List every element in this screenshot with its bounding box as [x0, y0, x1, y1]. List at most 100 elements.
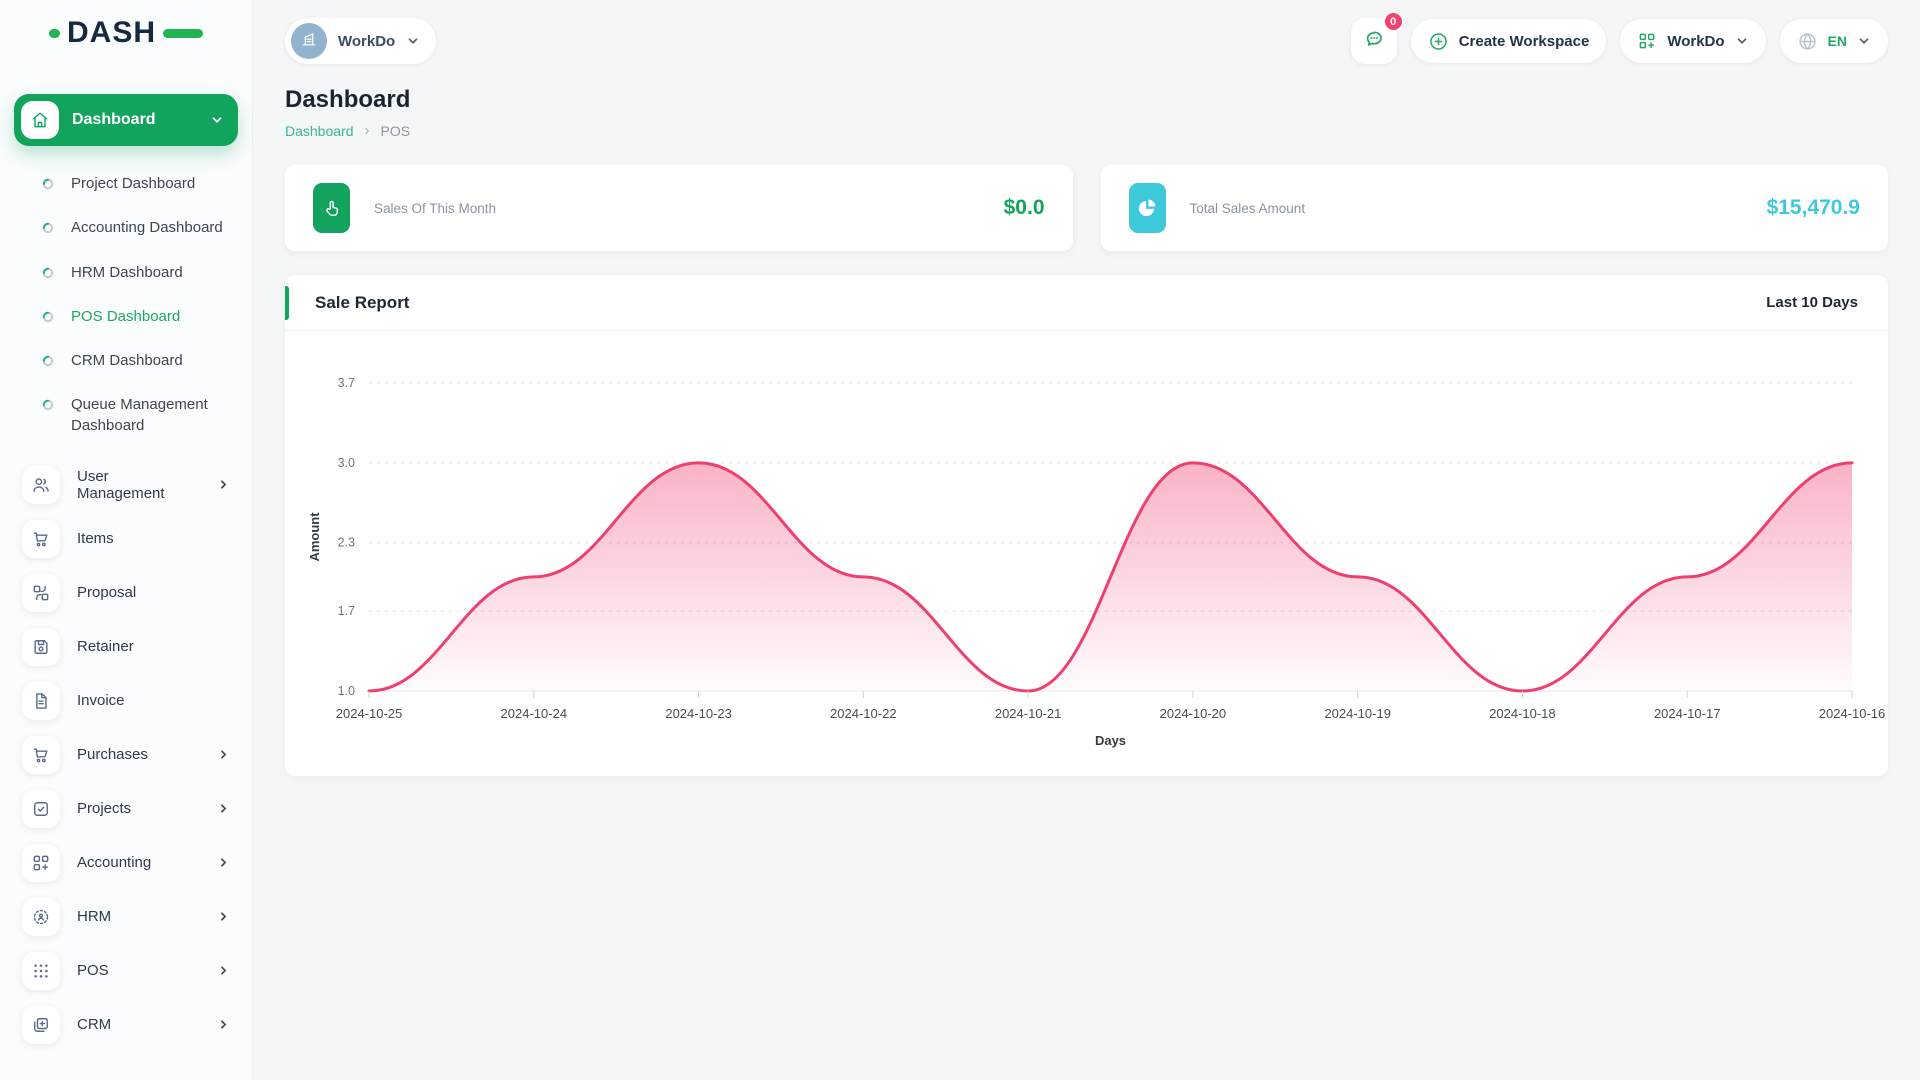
workdo-menu-button[interactable]: WorkDo	[1620, 19, 1766, 63]
sidebar-subitem-label: HRM Dashboard	[71, 263, 183, 281]
sidebar-item[interactable]: Accounting	[16, 836, 236, 890]
language-selector[interactable]: EN	[1779, 19, 1888, 63]
messages-badge: 0	[1382, 11, 1404, 32]
bullet-ring-icon	[42, 354, 54, 371]
stat-label: Total Sales Amount	[1189, 200, 1306, 216]
purchases-icon	[22, 735, 60, 774]
bullet-ring-icon	[42, 310, 54, 327]
sale-report-card: Sale Report Last 10 Days 3.7 3.0 2.3 1.7 1.0…	[285, 275, 1888, 776]
page-title: Dashboard	[285, 86, 411, 113]
stats-row: Sales Of This Month $0.0 Total Sales Amo…	[285, 165, 1888, 251]
svg-text:3.0: 3.0	[338, 456, 355, 470]
app-logo[interactable]: DASH	[0, 0, 252, 66]
chevron-right-icon	[217, 1018, 230, 1031]
sidebar-item-label: POS	[77, 962, 109, 980]
stat-label: Sales Of This Month	[374, 200, 497, 216]
sidebar-menu: User Management Items Proposal Retainer …	[0, 452, 252, 1052]
svg-text:2024-10-21: 2024-10-21	[995, 706, 1062, 721]
accounting-icon	[22, 843, 60, 882]
bullet-ring-icon	[42, 266, 54, 283]
bullet-ring-icon	[42, 177, 54, 194]
plus-circle-icon	[1428, 31, 1449, 52]
sidebar-subitem[interactable]: HRM Dashboard	[42, 251, 252, 295]
topbar-actions: 0 Create Workspace WorkDo EN	[1350, 11, 1888, 64]
users-icon	[22, 465, 60, 504]
breadcrumb-separator: ›	[364, 122, 370, 139]
stat-value: $0.0	[1003, 196, 1045, 219]
stat-card-total-sales: Total Sales Amount $15,470.9	[1100, 165, 1888, 251]
create-workspace-button[interactable]: Create Workspace	[1410, 19, 1607, 63]
sidebar-item[interactable]: CRM	[16, 998, 236, 1052]
tap-icon	[313, 183, 350, 233]
sidebar-subitem[interactable]: CRM Dashboard	[42, 339, 252, 383]
svg-text:2024-10-20: 2024-10-20	[1160, 706, 1227, 721]
sidebar-item-label: CRM	[77, 1016, 112, 1034]
create-workspace-label: Create Workspace	[1458, 32, 1590, 50]
sidebar-item-label: Retainer	[77, 638, 134, 656]
svg-text:2024-10-19: 2024-10-19	[1324, 706, 1391, 721]
sidebar-item[interactable]: User Management	[16, 458, 236, 512]
sidebar-subitem[interactable]: POS Dashboard	[42, 295, 252, 339]
dashboard-submenu: Project Dashboard Accounting Dashboard H…	[0, 152, 252, 452]
sidebar-subitem[interactable]: Accounting Dashboard	[42, 206, 252, 250]
sidebar-item-label: Dashboard	[72, 111, 156, 128]
home-icon	[21, 101, 59, 139]
main-content: WorkDo 0 Create Workspace WorkDo EN	[253, 0, 1920, 776]
sidebar-item[interactable]: Retainer	[16, 620, 236, 674]
sidebar-item-label: Accounting	[77, 854, 152, 872]
bullet-ring-icon	[42, 398, 54, 415]
svg-text:2.3: 2.3	[338, 536, 355, 550]
sidebar-item[interactable]: Projects	[16, 782, 236, 836]
sidebar-item[interactable]: HRM	[16, 890, 236, 944]
sidebar-subitem-label: Accounting Dashboard	[71, 219, 223, 237]
sidebar-item[interactable]: Purchases	[16, 728, 236, 782]
breadcrumb-current: POS	[380, 122, 411, 139]
chevron-right-icon	[217, 856, 230, 869]
crm-icon	[22, 1005, 60, 1044]
chevron-right-icon	[217, 964, 230, 977]
stat-card-sales-this-month: Sales Of This Month $0.0	[285, 165, 1073, 251]
sidebar-subitem[interactable]: Project Dashboard	[42, 162, 252, 206]
cart-icon	[22, 519, 60, 558]
sidebar-subitem-label: Project Dashboard	[71, 175, 196, 192]
chevron-right-icon	[217, 910, 230, 923]
svg-text:Days: Days	[1095, 733, 1126, 748]
workspace-name: WorkDo	[338, 32, 396, 50]
proposal-icon	[22, 573, 60, 612]
pie-chart-icon	[1128, 183, 1166, 233]
logo-accent-dash	[163, 28, 203, 38]
chevron-right-icon	[217, 748, 230, 761]
sale-report-header: Sale Report Last 10 Days	[285, 275, 1888, 331]
sidebar-item[interactable]: Proposal	[16, 566, 236, 620]
bullet-ring-icon	[42, 221, 54, 238]
sidebar-item-dashboard[interactable]: Dashboard	[14, 94, 238, 146]
chevron-down-icon	[210, 113, 224, 127]
sidebar-item-label: Projects	[77, 800, 132, 818]
sale-report-chart: 3.7 3.0 2.3 1.7 1.0 2024-10-25 2024-10-24 2024…	[285, 331, 1888, 762]
sidebar-subitem[interactable]: Queue Management Dashboard	[42, 383, 252, 448]
svg-text:2024-10-22: 2024-10-22	[830, 706, 897, 721]
breadcrumb-link[interactable]: Dashboard	[285, 122, 354, 139]
svg-text:2024-10-24: 2024-10-24	[501, 706, 568, 721]
svg-text:1.0: 1.0	[338, 684, 355, 698]
invoice-icon	[22, 681, 60, 720]
hrm-icon	[22, 897, 60, 936]
logo-text: DASH	[66, 16, 156, 49]
globe-icon	[1797, 31, 1818, 52]
chevron-down-icon	[1735, 34, 1749, 48]
workspace-switcher[interactable]: WorkDo	[285, 18, 437, 64]
svg-text:2024-10-18: 2024-10-18	[1489, 706, 1556, 721]
sidebar-item[interactable]: POS	[16, 944, 236, 998]
workdo-menu-label: WorkDo	[1667, 32, 1725, 50]
sidebar-item[interactable]: Invoice	[16, 674, 236, 728]
messages-button[interactable]: 0	[1350, 11, 1404, 64]
pos-icon	[22, 951, 60, 990]
chevron-down-icon	[406, 34, 420, 48]
sidebar-item[interactable]: Items	[16, 512, 236, 566]
chevron-down-icon	[1857, 34, 1871, 48]
logo-accent-dot	[48, 28, 60, 38]
sidebar-item-label: Proposal	[77, 584, 137, 602]
sidebar-item-label: Items	[77, 530, 114, 548]
chevron-right-icon	[217, 478, 230, 491]
sidebar-item-label: User Management	[77, 467, 165, 502]
